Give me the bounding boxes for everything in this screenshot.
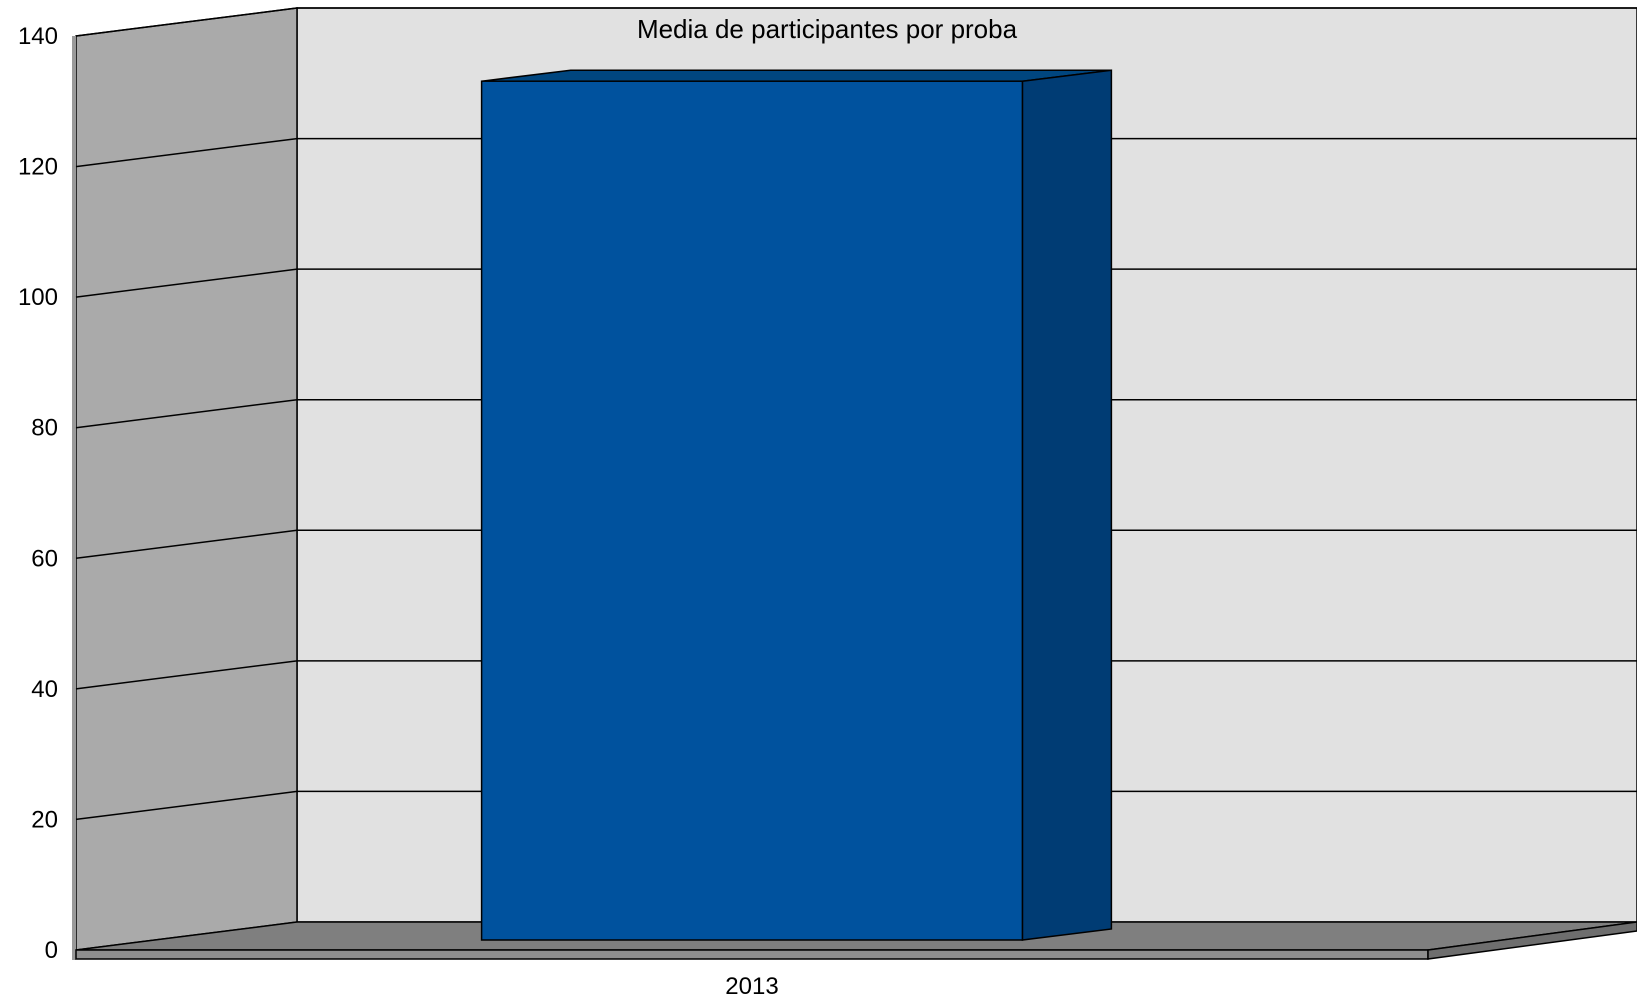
bars xyxy=(480,69,1113,941)
y-tick-label: 20 xyxy=(31,806,58,833)
x-tick-label: 2013 xyxy=(725,973,778,1000)
y-axis-ticks: 0 20 40 60 80 100 120 140 xyxy=(18,23,58,964)
y-tick-label: 60 xyxy=(31,545,58,572)
y-tick-label: 80 xyxy=(31,415,58,442)
y-tick-label: 40 xyxy=(31,676,58,703)
side-gridline xyxy=(75,7,298,37)
floor-front xyxy=(75,949,1429,960)
side-gridline xyxy=(75,398,298,429)
y-tick-label: 0 xyxy=(45,937,58,964)
side-wall xyxy=(75,7,298,951)
side-gridline xyxy=(75,790,298,821)
side-gridline xyxy=(75,137,298,168)
y-tick-label: 140 xyxy=(18,23,58,50)
chart-title: Media de participantes por proba xyxy=(637,14,1018,44)
side-wall-edge xyxy=(72,36,76,960)
x-axis-ticks: 2013 xyxy=(725,973,778,1000)
side-gridline xyxy=(75,268,298,298)
bar-top-2013 xyxy=(481,69,1112,82)
bar-2013 xyxy=(480,80,1024,941)
y-tick-label: 120 xyxy=(18,154,58,181)
side-gridline xyxy=(75,660,298,690)
floor-side xyxy=(1427,921,1637,960)
y-tick-label: 100 xyxy=(18,284,58,311)
bar-side-2013 xyxy=(1021,69,1113,941)
side-gridline xyxy=(75,529,298,560)
